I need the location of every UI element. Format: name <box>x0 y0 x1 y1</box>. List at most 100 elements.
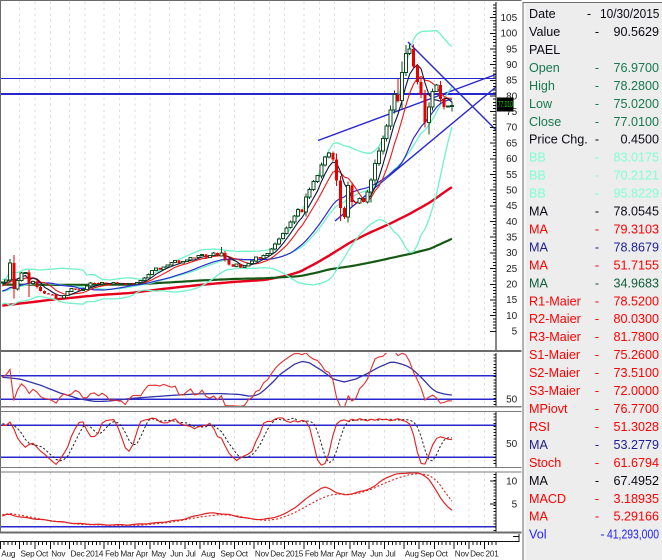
svg-text:105: 105 <box>501 13 518 24</box>
svg-text:BB: BB <box>529 187 546 201</box>
svg-text:10: 10 <box>506 477 518 488</box>
svg-text:-: - <box>595 151 599 165</box>
svg-text:Sep: Sep <box>21 550 36 559</box>
svg-text:0.4500: 0.4500 <box>620 133 659 147</box>
svg-text:80: 80 <box>506 91 518 102</box>
svg-text:-: - <box>595 115 599 129</box>
svg-text:MA: MA <box>529 474 548 488</box>
svg-text:-: - <box>595 312 599 326</box>
svg-text:Dec: Dec <box>71 550 85 559</box>
svg-text:MA: MA <box>529 276 548 290</box>
svg-text:72.0000: 72.0000 <box>613 384 659 398</box>
svg-text:R3-Maier: R3-Maier <box>529 330 581 344</box>
svg-text:-: - <box>595 294 599 308</box>
svg-text:-: - <box>595 474 599 488</box>
svg-text:-: - <box>587 7 591 21</box>
svg-text:Dec: Dec <box>270 550 284 559</box>
svg-text:5: 5 <box>512 327 518 338</box>
svg-text:High: High <box>529 79 555 93</box>
svg-text:76.7700: 76.7700 <box>613 402 659 416</box>
svg-text:65: 65 <box>506 138 518 149</box>
svg-text:-: - <box>595 258 599 272</box>
svg-text:Dec: Dec <box>470 550 484 559</box>
svg-text:R1-Maier: R1-Maier <box>529 294 581 308</box>
svg-text:-: - <box>595 276 599 290</box>
svg-text:95.8229: 95.8229 <box>613 187 659 201</box>
svg-text:Feb: Feb <box>305 550 319 559</box>
svg-text:-: - <box>595 456 599 470</box>
svg-text:Oct: Oct <box>436 550 449 559</box>
svg-text:-: - <box>595 205 599 219</box>
svg-text:75.2600: 75.2600 <box>613 348 659 362</box>
svg-text:Feb: Feb <box>105 550 119 559</box>
svg-text:10/30/2015: 10/30/2015 <box>600 7 659 21</box>
svg-text:60: 60 <box>506 154 518 165</box>
svg-text:78.5200: 78.5200 <box>613 294 659 308</box>
svg-text:S2-Maier: S2-Maier <box>529 366 580 380</box>
svg-text:MPiovt: MPiovt <box>529 402 568 416</box>
svg-text:Mar: Mar <box>120 550 134 559</box>
svg-text:Price Chg.: Price Chg. <box>529 133 588 147</box>
svg-text:Sep: Sep <box>220 550 235 559</box>
svg-text:Aug: Aug <box>201 550 216 559</box>
svg-text:83.0175: 83.0175 <box>613 151 659 165</box>
svg-text:-: - <box>595 97 599 111</box>
svg-text:Date: Date <box>529 7 556 21</box>
svg-text:-: - <box>595 79 599 93</box>
svg-text:MA: MA <box>529 240 548 254</box>
svg-text:MA: MA <box>529 510 548 524</box>
svg-text:78.2800: 78.2800 <box>613 79 659 93</box>
svg-text:Apr: Apr <box>136 550 149 559</box>
svg-text:Aug: Aug <box>405 550 420 559</box>
svg-text:50: 50 <box>506 186 518 197</box>
svg-text:100: 100 <box>501 29 518 40</box>
svg-text:51.7155: 51.7155 <box>613 258 659 272</box>
svg-text:90.5629: 90.5629 <box>613 25 659 39</box>
svg-text:Nov: Nov <box>51 550 66 559</box>
svg-text:50: 50 <box>506 394 518 405</box>
svg-text:40: 40 <box>506 217 518 228</box>
svg-text:80.0300: 80.0300 <box>613 312 659 326</box>
svg-text:25: 25 <box>506 264 518 275</box>
svg-text:Oct: Oct <box>236 550 249 559</box>
svg-text:70.2121: 70.2121 <box>613 169 659 183</box>
svg-text:-: - <box>595 348 599 362</box>
svg-text:90: 90 <box>506 60 518 71</box>
svg-text:Vol: Vol <box>529 528 547 542</box>
svg-text:Nov: Nov <box>255 550 270 559</box>
svg-text:78.0545: 78.0545 <box>613 205 659 219</box>
svg-text:-: - <box>600 528 604 542</box>
svg-text:Jul: Jul <box>186 550 196 559</box>
svg-text:Oct: Oct <box>36 550 49 559</box>
svg-text:10: 10 <box>506 311 518 322</box>
svg-text:2014: 2014 <box>86 550 104 559</box>
svg-text:Low: Low <box>529 97 553 111</box>
svg-text:201: 201 <box>486 550 500 559</box>
svg-text:70: 70 <box>506 123 518 134</box>
svg-text:BB: BB <box>529 169 546 183</box>
svg-text:78.8679: 78.8679 <box>613 240 659 254</box>
svg-text:-: - <box>595 366 599 380</box>
svg-text:75.0200: 75.0200 <box>613 97 659 111</box>
svg-text:-: - <box>595 510 599 524</box>
svg-text:Close: Close <box>529 115 561 129</box>
svg-text:73.5100: 73.5100 <box>613 366 659 380</box>
svg-text:R2-Maier: R2-Maier <box>529 312 581 326</box>
svg-text:Jun: Jun <box>370 550 383 559</box>
svg-text:95: 95 <box>506 44 518 55</box>
svg-text:-: - <box>595 384 599 398</box>
svg-text:Open: Open <box>529 61 560 75</box>
svg-text:53.2779: 53.2779 <box>613 438 659 452</box>
svg-text:May: May <box>351 550 367 559</box>
svg-text:-: - <box>595 420 599 434</box>
svg-text:S1-Maier: S1-Maier <box>529 348 580 362</box>
svg-text:Jul: Jul <box>386 550 396 559</box>
svg-text:BB: BB <box>529 151 546 165</box>
svg-text:75: 75 <box>506 107 518 118</box>
svg-text:50: 50 <box>506 439 518 450</box>
svg-text:61.6794: 61.6794 <box>613 456 659 470</box>
svg-text:2015: 2015 <box>286 550 304 559</box>
svg-text:-: - <box>595 240 599 254</box>
svg-text:-: - <box>595 133 599 147</box>
svg-text:5.29166: 5.29166 <box>613 510 659 524</box>
